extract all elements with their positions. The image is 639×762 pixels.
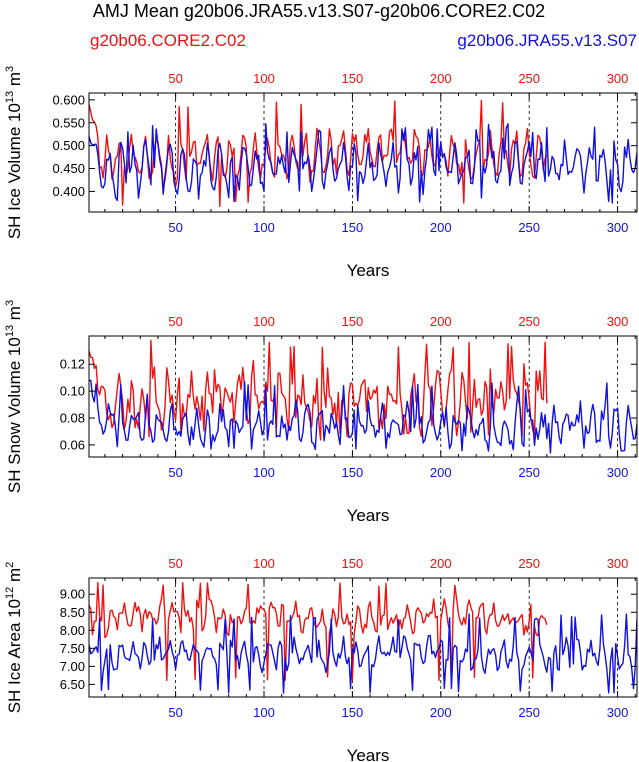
top-xtick-label: 50 — [168, 71, 182, 86]
bottom-xtick-label: 100 — [253, 705, 275, 720]
ytick-label: 0.550 — [52, 115, 85, 130]
legend-label-core2: g20b06.CORE2.C02 — [90, 31, 246, 50]
y-axis-title-exponent: 12 — [4, 587, 16, 599]
ytick-label: 0.12 — [60, 357, 85, 372]
top-xtick-label: 150 — [342, 556, 364, 571]
ytick-label: 0.08 — [60, 411, 85, 426]
y-axis-title-exponent: 13 — [4, 325, 16, 337]
top-xtick-label: 200 — [430, 71, 452, 86]
y-axis-title-unit: m — [5, 568, 24, 587]
series-line-red — [89, 339, 548, 441]
y-axis-title-unit: m — [5, 72, 24, 91]
x-axis-title: Years — [347, 506, 390, 525]
main-title: AMJ Mean g20b06.JRA55.v13.S07-g20b06.COR… — [93, 1, 545, 21]
panel-snow_volume: 0.06 0.08 0.10 0.12 50 100 150 200 250 300 50 100 15… — [4, 300, 638, 525]
series-line-blue — [89, 613, 637, 694]
bottom-xtick-label: 250 — [518, 705, 540, 720]
top-xtick-label: 100 — [253, 314, 275, 329]
ytick-label: 6.50 — [60, 677, 85, 692]
bottom-xtick-label: 300 — [607, 465, 629, 480]
ytick-label: 9.00 — [60, 587, 85, 602]
y-axis-title-exponent: 13 — [4, 91, 16, 103]
bottom-xtick-label: 150 — [342, 465, 364, 480]
series-line-red — [89, 582, 548, 682]
y-axis-title-text: SH Ice Area 10 — [5, 599, 24, 713]
x-axis-title: Years — [347, 746, 390, 762]
bottom-xtick-label: 300 — [607, 705, 629, 720]
series-line-red — [89, 99, 548, 208]
bottom-xtick-label: 100 — [253, 465, 275, 480]
y-axis-title-unit-exponent: 3 — [4, 300, 16, 306]
plot-frame — [88, 92, 638, 213]
top-xtick-label: 50 — [168, 556, 182, 571]
top-xtick-label: 300 — [607, 314, 629, 329]
series-line-blue — [89, 379, 637, 454]
top-xtick-label: 150 — [342, 71, 364, 86]
ytick-label: 8.50 — [60, 605, 85, 620]
bottom-xtick-label: 50 — [168, 220, 182, 235]
bottom-xtick-label: 250 — [518, 465, 540, 480]
ytick-label: 0.500 — [52, 138, 85, 153]
bottom-xtick-label: 50 — [168, 705, 182, 720]
ytick-label: 0.450 — [52, 161, 85, 176]
top-xtick-label: 250 — [518, 556, 540, 571]
y-axis-title-text: SH Snow Volume 10 — [5, 337, 24, 493]
y-axis-title-unit-exponent: 3 — [4, 66, 16, 72]
ytick-label: 7.00 — [60, 659, 85, 674]
bottom-xtick-label: 150 — [342, 220, 364, 235]
y-axis-title: SH Snow Volume 1013 m3 — [4, 300, 24, 493]
bottom-xtick-label: 250 — [518, 220, 540, 235]
bottom-xtick-label: 300 — [607, 220, 629, 235]
ytick-label: 7.50 — [60, 641, 85, 656]
panel-ice_volume: 0.400 0.450 0.500 0.550 0.600 50 100 150 200 250 3… — [4, 66, 638, 280]
series-line-blue — [89, 123, 637, 204]
x-axis-title: Years — [347, 261, 390, 280]
top-xtick-label: 250 — [518, 71, 540, 86]
bottom-xtick-label: 50 — [168, 465, 182, 480]
top-xtick-label: 100 — [253, 71, 275, 86]
plot-frame — [88, 577, 638, 698]
top-xtick-label: 100 — [253, 556, 275, 571]
y-axis-title-unit-exponent: 2 — [4, 562, 16, 568]
top-xtick-label: 250 — [518, 314, 540, 329]
legend-label-jra55: g20b06.JRA55.v13.S07 — [457, 31, 637, 50]
top-xtick-label: 300 — [607, 556, 629, 571]
ytick-label: 0.06 — [60, 437, 85, 452]
bottom-xtick-label: 200 — [430, 465, 452, 480]
y-axis-title-unit: m — [5, 306, 24, 325]
ytick-label: 8.00 — [60, 623, 85, 638]
bottom-xtick-label: 150 — [342, 705, 364, 720]
bottom-xtick-label: 100 — [253, 220, 275, 235]
y-axis-title-text: SH Ice Volume 10 — [5, 103, 24, 239]
top-xtick-label: 150 — [342, 314, 364, 329]
ytick-label: 0.10 — [60, 384, 85, 399]
top-xtick-label: 200 — [430, 556, 452, 571]
top-xtick-label: 200 — [430, 314, 452, 329]
y-axis-title: SH Ice Volume 1013 m3 — [4, 66, 24, 239]
ytick-label: 0.400 — [52, 184, 85, 199]
top-xtick-label: 300 — [607, 71, 629, 86]
plot-frame — [88, 335, 638, 458]
ytick-label: 0.600 — [52, 92, 85, 107]
bottom-xtick-label: 200 — [430, 705, 452, 720]
y-axis-title: SH Ice Area 1012 m2 — [4, 562, 24, 714]
bottom-xtick-label: 200 — [430, 220, 452, 235]
top-xtick-label: 50 — [168, 314, 182, 329]
